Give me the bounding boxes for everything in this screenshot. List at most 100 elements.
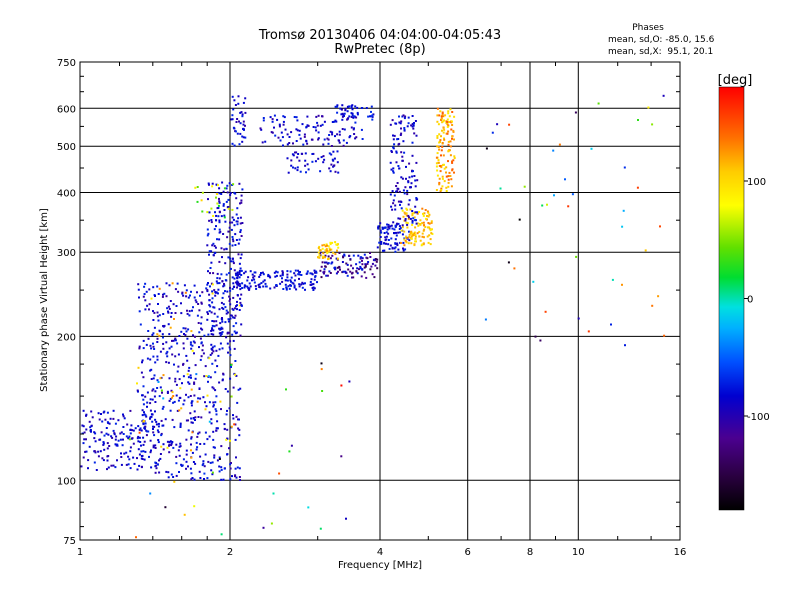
- data-point: [327, 138, 330, 141]
- data-point: [198, 346, 200, 349]
- data-point: [319, 249, 322, 252]
- data-point: [414, 120, 417, 122]
- data-point: [448, 121, 451, 123]
- data-point: [154, 401, 157, 403]
- data-point: [230, 425, 233, 428]
- data-point: [224, 321, 227, 324]
- data-point: [298, 277, 300, 280]
- data-point: [237, 281, 240, 284]
- x-tick-label: 10: [572, 547, 585, 558]
- data-point: [422, 212, 424, 215]
- data-point: [157, 381, 160, 383]
- data-point: [194, 377, 197, 380]
- data-point: [206, 438, 209, 441]
- data-point: [167, 323, 170, 326]
- data-point: [154, 447, 157, 449]
- data-point: [499, 187, 502, 190]
- data-point: [217, 288, 220, 291]
- data-point: [107, 433, 110, 436]
- data-point: [191, 477, 194, 479]
- data-point: [211, 473, 214, 476]
- data-point: [152, 446, 155, 449]
- data-point: [218, 470, 221, 473]
- data-point: [185, 460, 188, 463]
- data-point: [453, 157, 456, 159]
- data-point: [162, 397, 165, 400]
- data-point: [159, 377, 162, 380]
- data-point: [394, 122, 397, 125]
- data-point: [286, 279, 289, 282]
- data-point: [166, 390, 169, 393]
- data-point: [334, 266, 337, 269]
- data-point: [162, 448, 165, 451]
- data-point: [149, 439, 152, 442]
- data-point: [315, 115, 318, 118]
- data-point: [399, 134, 402, 136]
- data-point: [172, 303, 175, 306]
- data-point: [170, 442, 173, 445]
- data-point: [192, 340, 195, 343]
- data-point: [210, 261, 213, 264]
- data-point: [243, 272, 246, 275]
- data-point: [407, 180, 410, 183]
- data-point: [325, 243, 328, 246]
- data-point: [262, 117, 265, 119]
- data-point: [151, 389, 154, 392]
- data-point: [330, 163, 333, 166]
- data-point: [414, 185, 417, 188]
- data-point: [387, 239, 390, 241]
- data-point: [239, 301, 242, 304]
- data-point: [423, 228, 426, 231]
- data-point: [229, 192, 232, 194]
- data-point: [239, 297, 242, 300]
- data-point: [442, 126, 445, 129]
- data-point: [194, 416, 197, 419]
- data-point: [427, 226, 429, 229]
- data-point: [298, 271, 301, 274]
- data-point: [311, 273, 314, 276]
- data-point: [84, 450, 87, 453]
- data-point: [231, 208, 234, 211]
- data-point: [342, 256, 345, 259]
- data-point: [402, 249, 405, 252]
- data-point: [215, 324, 218, 327]
- data-point: [152, 388, 155, 391]
- data-point: [142, 403, 145, 406]
- data-point: [286, 157, 289, 160]
- data-point: [398, 231, 401, 234]
- data-point: [418, 235, 421, 238]
- data-point: [193, 284, 196, 287]
- data-point: [93, 461, 96, 464]
- data-point: [211, 327, 214, 330]
- data-point: [223, 187, 226, 190]
- data-point: [238, 182, 241, 185]
- data-point: [157, 422, 160, 425]
- data-point: [216, 238, 218, 241]
- data-point: [240, 235, 243, 237]
- data-point: [339, 268, 341, 271]
- data-point: [149, 398, 152, 401]
- data-point: [392, 138, 395, 141]
- data-point: [90, 424, 93, 427]
- data-point: [120, 452, 122, 455]
- data-point: [213, 446, 216, 449]
- data-point: [445, 175, 448, 178]
- data-point: [411, 115, 414, 117]
- data-point: [229, 286, 231, 289]
- data-point: [211, 352, 214, 355]
- data-point: [447, 181, 450, 184]
- data-point: [222, 292, 225, 295]
- data-point: [208, 401, 211, 404]
- data-point: [323, 270, 326, 273]
- data-point: [194, 419, 196, 421]
- data-point: [183, 399, 186, 402]
- data-point: [237, 284, 240, 287]
- data-point: [330, 262, 333, 265]
- data-point: [229, 303, 232, 306]
- data-point: [210, 311, 213, 314]
- data-point: [110, 464, 113, 467]
- data-point: [447, 124, 450, 127]
- data-point: [152, 444, 155, 447]
- data-point: [83, 438, 86, 441]
- data-point: [90, 430, 92, 433]
